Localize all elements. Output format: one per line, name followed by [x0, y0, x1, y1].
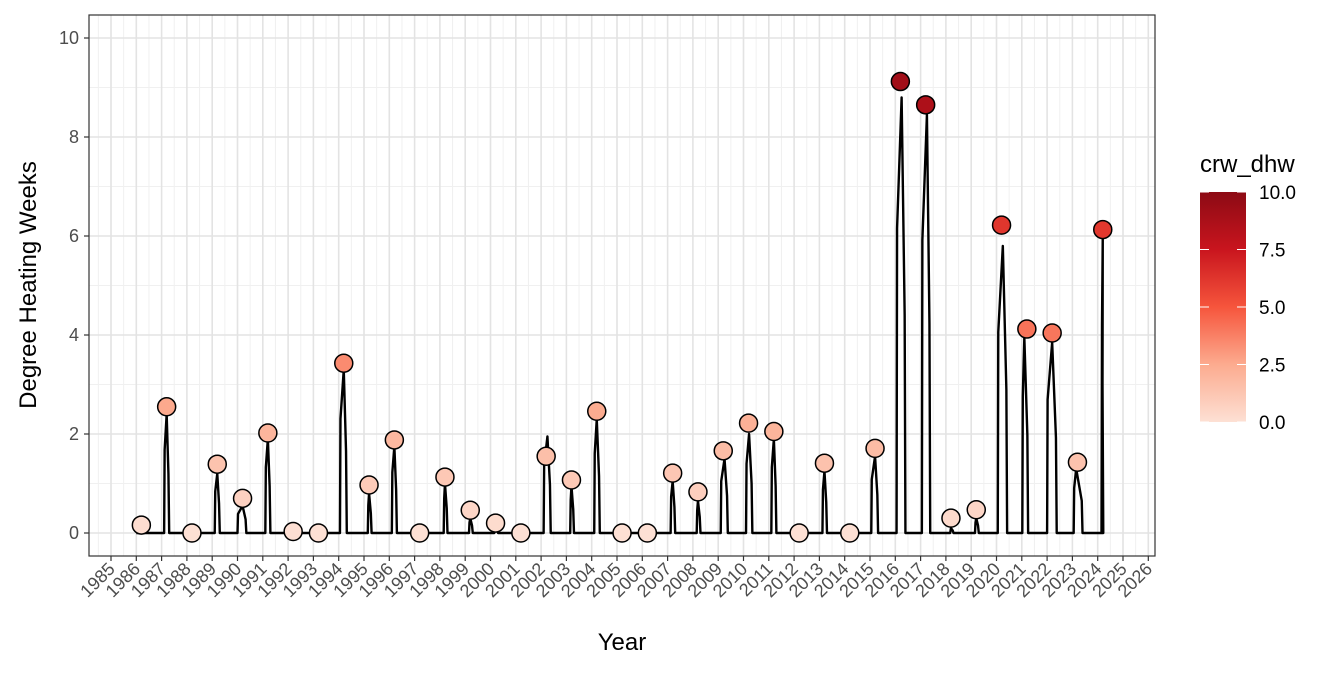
data-point [738, 413, 759, 433]
data-point [789, 523, 809, 543]
y-tick-label: 8 [69, 127, 79, 147]
data-point [1017, 319, 1037, 339]
legend-title: crw_dhw [1200, 151, 1295, 178]
legend-label: 10.0 [1259, 183, 1296, 204]
data-point [612, 523, 632, 543]
data-point [359, 475, 379, 495]
y-tick-label: 10 [59, 28, 79, 48]
data-point [232, 488, 253, 509]
data-point [814, 453, 835, 473]
legend-label: 2.5 [1259, 356, 1285, 377]
data-point [865, 438, 885, 459]
data-point [511, 523, 531, 543]
legend-label: 0.0 [1259, 413, 1285, 434]
data-point [941, 508, 961, 528]
data-point [258, 423, 278, 443]
data-point [308, 523, 329, 543]
data-point [283, 521, 303, 542]
data-point [688, 482, 708, 502]
dhw-series-line [136, 96, 1105, 535]
points [131, 71, 1113, 543]
legend: crw_dhw 10.0 7.5 5.0 2.5 0.0 [1200, 151, 1296, 434]
legend-label: 7.5 [1259, 241, 1285, 262]
data-point [156, 397, 177, 417]
data-point [334, 353, 354, 373]
x-axis-title: Year [598, 629, 647, 656]
data-point [915, 95, 936, 115]
legend-label: 5.0 [1259, 298, 1285, 319]
y-tick-label: 0 [69, 523, 79, 543]
data-point [131, 515, 152, 535]
data-point [587, 401, 607, 421]
data-point [485, 513, 506, 533]
data-point [536, 446, 556, 467]
data-point [840, 523, 860, 543]
data-point [1093, 219, 1113, 240]
data-point [1042, 323, 1062, 343]
data-point [384, 430, 405, 450]
panel-border [88, 14, 1156, 557]
data-point [561, 470, 582, 490]
data-point [1067, 452, 1088, 472]
data-point [435, 467, 455, 487]
data-point [182, 523, 202, 543]
y-tick-label: 4 [69, 325, 79, 345]
data-point [207, 454, 228, 474]
data-point [764, 421, 784, 442]
data-point [460, 500, 481, 520]
data-point [409, 523, 430, 543]
y-axis-title: Degree Heating Weeks [15, 161, 42, 409]
y-tick-label: 2 [69, 424, 79, 444]
y-tick-label: 6 [69, 226, 79, 246]
data-point [662, 463, 683, 483]
data-point [713, 441, 734, 461]
data-point [637, 523, 658, 543]
data-point [991, 215, 1012, 235]
data-point [890, 71, 911, 92]
dhw-line [136, 96, 1105, 535]
data-point [966, 499, 987, 520]
